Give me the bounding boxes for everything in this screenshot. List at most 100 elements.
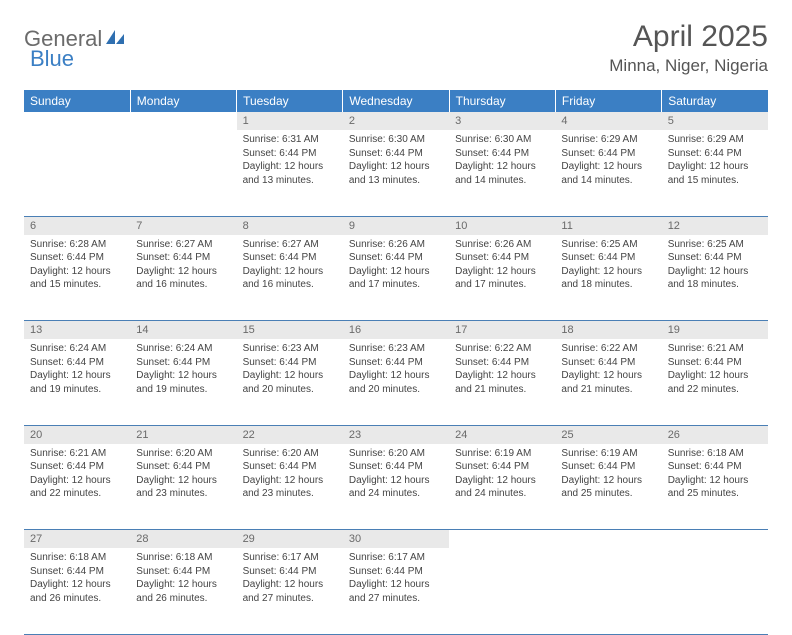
weekday-header: Thursday [449,90,555,112]
calendar-table: SundayMondayTuesdayWednesdayThursdayFrid… [24,90,768,635]
day-number-cell: 28 [130,530,236,549]
sunrise-line: Sunrise: 6:23 AM [349,342,443,356]
daylight-line: Daylight: 12 hours and 19 minutes. [30,369,124,396]
day-number-cell [130,112,236,130]
day-number-cell: 30 [343,530,449,549]
day-content-cell: Sunrise: 6:21 AMSunset: 6:44 PMDaylight:… [24,444,130,530]
day-number-cell: 7 [130,216,236,235]
sunrise-line: Sunrise: 6:23 AM [243,342,337,356]
sunrise-line: Sunrise: 6:18 AM [136,551,230,565]
sunrise-line: Sunrise: 6:26 AM [455,238,549,252]
daylight-line: Daylight: 12 hours and 23 minutes. [243,474,337,501]
day-content-cell: Sunrise: 6:24 AMSunset: 6:44 PMDaylight:… [24,339,130,425]
day-number-cell: 16 [343,321,449,340]
day-number-cell: 22 [237,425,343,444]
day-number-cell: 3 [449,112,555,130]
daylight-line: Daylight: 12 hours and 27 minutes. [243,578,337,605]
daylight-line: Daylight: 12 hours and 16 minutes. [243,265,337,292]
daylight-line: Daylight: 12 hours and 15 minutes. [668,160,762,187]
sunset-line: Sunset: 6:44 PM [243,147,337,161]
sunset-line: Sunset: 6:44 PM [243,356,337,370]
sunset-line: Sunset: 6:44 PM [561,251,655,265]
sunset-line: Sunset: 6:44 PM [455,356,549,370]
sunset-line: Sunset: 6:44 PM [561,147,655,161]
day-content-row: Sunrise: 6:21 AMSunset: 6:44 PMDaylight:… [24,444,768,530]
sunrise-line: Sunrise: 6:19 AM [561,447,655,461]
sunset-line: Sunset: 6:44 PM [349,565,443,579]
day-content-cell: Sunrise: 6:30 AMSunset: 6:44 PMDaylight:… [343,130,449,216]
day-number-cell: 21 [130,425,236,444]
weekday-header-row: SundayMondayTuesdayWednesdayThursdayFrid… [24,90,768,112]
day-number-cell: 8 [237,216,343,235]
sunset-line: Sunset: 6:44 PM [455,251,549,265]
sunset-line: Sunset: 6:44 PM [243,565,337,579]
day-number-cell: 27 [24,530,130,549]
day-number-cell [662,530,768,549]
day-number-cell [555,530,661,549]
day-content-cell: Sunrise: 6:30 AMSunset: 6:44 PMDaylight:… [449,130,555,216]
sunrise-line: Sunrise: 6:30 AM [349,133,443,147]
sunset-line: Sunset: 6:44 PM [349,356,443,370]
daylight-line: Daylight: 12 hours and 22 minutes. [30,474,124,501]
day-content-cell: Sunrise: 6:20 AMSunset: 6:44 PMDaylight:… [237,444,343,530]
sunset-line: Sunset: 6:44 PM [349,460,443,474]
day-content-cell: Sunrise: 6:19 AMSunset: 6:44 PMDaylight:… [449,444,555,530]
day-content-cell: Sunrise: 6:20 AMSunset: 6:44 PMDaylight:… [343,444,449,530]
day-content-cell [24,130,130,216]
day-number-cell: 11 [555,216,661,235]
daylight-line: Daylight: 12 hours and 26 minutes. [136,578,230,605]
sunrise-line: Sunrise: 6:29 AM [668,133,762,147]
day-content-cell: Sunrise: 6:28 AMSunset: 6:44 PMDaylight:… [24,235,130,321]
daylight-line: Daylight: 12 hours and 13 minutes. [243,160,337,187]
sail-icon [104,28,126,51]
sunrise-line: Sunrise: 6:20 AM [349,447,443,461]
day-number-cell: 26 [662,425,768,444]
day-content-cell: Sunrise: 6:18 AMSunset: 6:44 PMDaylight:… [130,548,236,634]
day-number-row: 12345 [24,112,768,130]
day-content-cell: Sunrise: 6:27 AMSunset: 6:44 PMDaylight:… [237,235,343,321]
day-number-cell: 14 [130,321,236,340]
daylight-line: Daylight: 12 hours and 16 minutes. [136,265,230,292]
daylight-line: Daylight: 12 hours and 13 minutes. [349,160,443,187]
sunrise-line: Sunrise: 6:20 AM [243,447,337,461]
day-number-cell: 29 [237,530,343,549]
sunset-line: Sunset: 6:44 PM [349,147,443,161]
daylight-line: Daylight: 12 hours and 25 minutes. [561,474,655,501]
daylight-line: Daylight: 12 hours and 15 minutes. [30,265,124,292]
daylight-line: Daylight: 12 hours and 21 minutes. [561,369,655,396]
day-content-cell: Sunrise: 6:20 AMSunset: 6:44 PMDaylight:… [130,444,236,530]
sunrise-line: Sunrise: 6:25 AM [561,238,655,252]
day-number-cell: 15 [237,321,343,340]
sunset-line: Sunset: 6:44 PM [136,565,230,579]
day-number-cell: 1 [237,112,343,130]
logo-word-blue: Blue [30,46,74,72]
day-number-cell: 13 [24,321,130,340]
day-number-row: 13141516171819 [24,321,768,340]
daylight-line: Daylight: 12 hours and 22 minutes. [668,369,762,396]
day-content-row: Sunrise: 6:31 AMSunset: 6:44 PMDaylight:… [24,130,768,216]
location: Minna, Niger, Nigeria [609,56,768,76]
sunrise-line: Sunrise: 6:24 AM [136,342,230,356]
day-content-cell: Sunrise: 6:21 AMSunset: 6:44 PMDaylight:… [662,339,768,425]
day-content-row: Sunrise: 6:28 AMSunset: 6:44 PMDaylight:… [24,235,768,321]
sunrise-line: Sunrise: 6:20 AM [136,447,230,461]
sunset-line: Sunset: 6:44 PM [668,356,762,370]
sunset-line: Sunset: 6:44 PM [455,460,549,474]
sunset-line: Sunset: 6:44 PM [30,565,124,579]
daylight-line: Daylight: 12 hours and 18 minutes. [561,265,655,292]
sunrise-line: Sunrise: 6:27 AM [136,238,230,252]
daylight-line: Daylight: 12 hours and 24 minutes. [349,474,443,501]
sunrise-line: Sunrise: 6:30 AM [455,133,549,147]
day-content-cell: Sunrise: 6:24 AMSunset: 6:44 PMDaylight:… [130,339,236,425]
sunset-line: Sunset: 6:44 PM [455,147,549,161]
sunset-line: Sunset: 6:44 PM [668,460,762,474]
day-content-cell: Sunrise: 6:31 AMSunset: 6:44 PMDaylight:… [237,130,343,216]
weekday-header: Saturday [662,90,768,112]
day-number-cell: 5 [662,112,768,130]
month-title: April 2025 [609,20,768,54]
day-number-row: 6789101112 [24,216,768,235]
sunrise-line: Sunrise: 6:18 AM [30,551,124,565]
day-content-cell: Sunrise: 6:18 AMSunset: 6:44 PMDaylight:… [24,548,130,634]
day-content-cell: Sunrise: 6:23 AMSunset: 6:44 PMDaylight:… [343,339,449,425]
daylight-line: Daylight: 12 hours and 23 minutes. [136,474,230,501]
